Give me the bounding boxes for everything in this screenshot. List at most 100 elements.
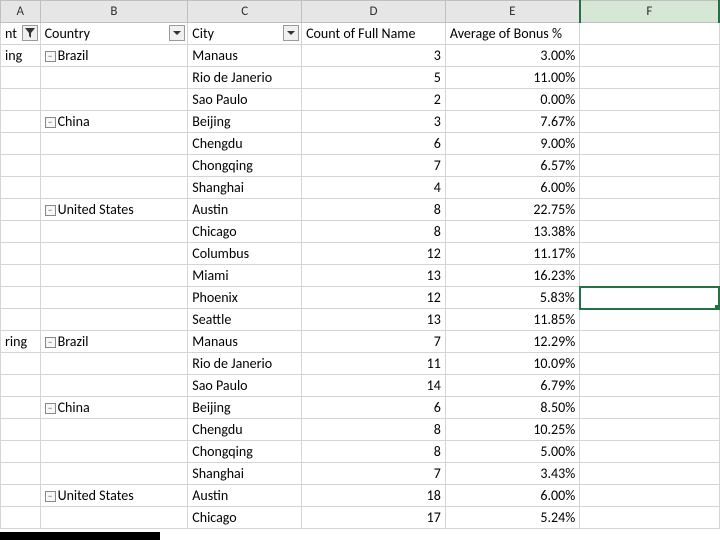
cell-E[interactable]: 9.00% xyxy=(445,133,579,155)
cell-F[interactable] xyxy=(580,45,719,67)
cell-A[interactable] xyxy=(1,375,41,397)
field-header-A[interactable]: nt xyxy=(1,23,41,45)
cell-F[interactable] xyxy=(580,221,719,243)
cell-B[interactable] xyxy=(40,507,188,529)
cell-C[interactable]: Seattle xyxy=(188,309,302,331)
cell-C[interactable]: Shanghai xyxy=(188,463,302,485)
cell-F[interactable] xyxy=(580,177,719,199)
field-header-D[interactable]: Count of Full Name xyxy=(302,23,446,45)
cell-D[interactable]: 3 xyxy=(302,111,446,133)
cell-E[interactable]: 22.75% xyxy=(445,199,579,221)
cell-C[interactable]: Manaus xyxy=(188,45,302,67)
cell-E[interactable]: 5.83% xyxy=(445,287,579,309)
cell-E[interactable]: 0.00% xyxy=(445,89,579,111)
cell-C[interactable]: Chongqing xyxy=(188,155,302,177)
col-header-D[interactable]: D xyxy=(302,1,446,23)
cell-A[interactable] xyxy=(1,507,41,529)
cell-B[interactable] xyxy=(40,353,188,375)
cell-A[interactable] xyxy=(1,265,41,287)
field-header-E[interactable]: Average of Bonus % xyxy=(445,23,579,45)
cell-C[interactable]: Sao Paulo xyxy=(188,375,302,397)
cell-A[interactable] xyxy=(1,309,41,331)
collapse-icon[interactable]: − xyxy=(45,337,56,348)
collapse-icon[interactable]: − xyxy=(45,491,56,502)
cell-C[interactable]: Shanghai xyxy=(188,177,302,199)
cell-F[interactable] xyxy=(580,441,719,463)
cell-F[interactable] xyxy=(580,265,719,287)
cell-B[interactable] xyxy=(40,221,188,243)
cell-C[interactable]: Chicago xyxy=(188,221,302,243)
cell-D[interactable]: 8 xyxy=(302,419,446,441)
cell-E[interactable]: 10.09% xyxy=(445,353,579,375)
cell-C[interactable]: Manaus xyxy=(188,331,302,353)
cell-F[interactable] xyxy=(580,485,719,507)
cell-A[interactable] xyxy=(1,177,41,199)
cell-B[interactable] xyxy=(40,287,188,309)
cell-D[interactable]: 17 xyxy=(302,507,446,529)
cell-F[interactable] xyxy=(580,67,719,89)
cell-E[interactable]: 11.85% xyxy=(445,309,579,331)
cell-D[interactable]: 6 xyxy=(302,133,446,155)
cell-E[interactable]: 10.25% xyxy=(445,419,579,441)
cell-F[interactable] xyxy=(580,353,719,375)
cell-A[interactable] xyxy=(1,243,41,265)
cell-D[interactable]: 2 xyxy=(302,89,446,111)
cell-F[interactable] xyxy=(580,133,719,155)
cell-D[interactable]: 18 xyxy=(302,485,446,507)
cell-E[interactable]: 6.57% xyxy=(445,155,579,177)
cell-D[interactable]: 8 xyxy=(302,441,446,463)
collapse-icon[interactable]: − xyxy=(45,205,56,216)
cell-D[interactable]: 5 xyxy=(302,67,446,89)
cell-E[interactable]: 11.17% xyxy=(445,243,579,265)
cell-F[interactable] xyxy=(580,419,719,441)
cell-E[interactable]: 16.23% xyxy=(445,265,579,287)
cell-C[interactable]: Chongqing xyxy=(188,441,302,463)
cell-B[interactable] xyxy=(40,67,188,89)
cell-B[interactable]: −United States xyxy=(40,199,188,221)
cell-C[interactable]: Chengdu xyxy=(188,419,302,441)
cell-F[interactable] xyxy=(580,397,719,419)
cell-A[interactable] xyxy=(1,221,41,243)
cell-A[interactable]: ing xyxy=(1,45,41,67)
cell-C[interactable]: Sao Paulo xyxy=(188,89,302,111)
filter-button-C[interactable] xyxy=(283,25,299,41)
cell-A[interactable] xyxy=(1,155,41,177)
col-header-A[interactable]: A xyxy=(1,1,41,23)
cell-C[interactable]: Rio de Janerio xyxy=(188,67,302,89)
cell-F[interactable] xyxy=(580,155,719,177)
collapse-icon[interactable]: − xyxy=(45,117,56,128)
cell-B[interactable] xyxy=(40,375,188,397)
cell-C[interactable]: Rio de Janerio xyxy=(188,353,302,375)
cell-B[interactable] xyxy=(40,463,188,485)
cell-B[interactable] xyxy=(40,419,188,441)
col-header-B[interactable]: B xyxy=(40,1,188,23)
cell-C[interactable]: Chengdu xyxy=(188,133,302,155)
cell-B[interactable] xyxy=(40,265,188,287)
cell-E[interactable]: 8.50% xyxy=(445,397,579,419)
filter-button-A[interactable] xyxy=(22,25,38,41)
cell-F[interactable] xyxy=(580,111,719,133)
cell-C[interactable]: Phoenix xyxy=(188,287,302,309)
cell-D[interactable]: 14 xyxy=(302,375,446,397)
cell-B[interactable] xyxy=(40,89,188,111)
cell-E[interactable]: 13.38% xyxy=(445,221,579,243)
cell-B[interactable]: −China xyxy=(40,397,188,419)
cell-F[interactable] xyxy=(580,309,719,331)
cell-A[interactable] xyxy=(1,287,41,309)
cell-F[interactable] xyxy=(580,507,719,529)
cell-E[interactable]: 3.43% xyxy=(445,463,579,485)
field-header-B[interactable]: Country xyxy=(40,23,188,45)
cell-B[interactable] xyxy=(40,133,188,155)
col-header-F[interactable]: F xyxy=(580,1,719,23)
cell-E[interactable]: 7.67% xyxy=(445,111,579,133)
cell-C[interactable]: Beijing xyxy=(188,397,302,419)
cell-F[interactable] xyxy=(580,331,719,353)
cell-F[interactable] xyxy=(580,287,719,309)
cell-E[interactable]: 6.00% xyxy=(445,177,579,199)
cell-A[interactable]: ring xyxy=(1,331,41,353)
field-header-C[interactable]: City xyxy=(188,23,302,45)
cell-E[interactable]: 5.00% xyxy=(445,441,579,463)
cell-B[interactable] xyxy=(40,155,188,177)
cell-D[interactable]: 8 xyxy=(302,199,446,221)
cell-C[interactable]: Austin xyxy=(188,485,302,507)
